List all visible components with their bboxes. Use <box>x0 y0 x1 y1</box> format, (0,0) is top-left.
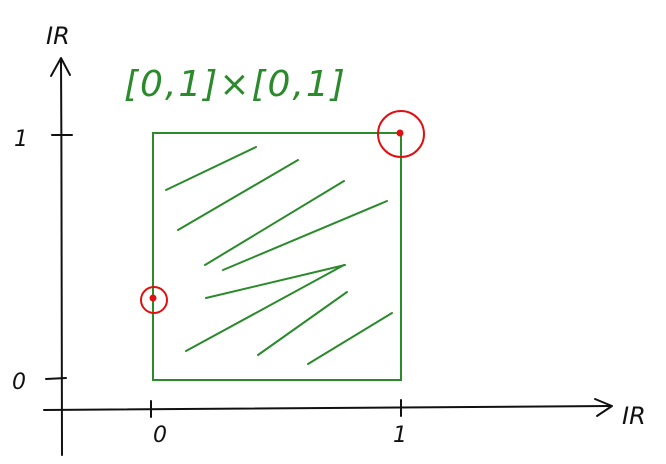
y-axis-label: IR <box>46 22 70 50</box>
y-axis-arrowhead <box>50 57 71 77</box>
hatch-line <box>307 312 393 365</box>
x-axis-arrowhead <box>594 398 613 417</box>
point-circle-1-1 <box>377 110 425 158</box>
hatch-line <box>205 264 346 299</box>
x-tick-label-1: 1 <box>393 423 407 448</box>
y-tick-label-1: 1 <box>14 127 28 152</box>
x-axis-label: IR <box>622 402 646 430</box>
unit-square-outline <box>152 132 402 381</box>
hatch-line <box>185 264 345 352</box>
hatch-line <box>165 146 257 191</box>
hatch-line <box>257 291 348 356</box>
hatching <box>165 146 393 365</box>
hatch-line <box>204 180 345 266</box>
x-tick-label-0: 0 <box>153 423 167 448</box>
set-label: [0,1]×[0,1] <box>124 64 347 105</box>
point-marker-1-1 <box>396 129 404 137</box>
y-tick-0 <box>45 377 67 380</box>
point-circle-0-y <box>140 286 168 314</box>
hatch-line <box>177 159 299 231</box>
highlighted-points <box>140 110 425 314</box>
hatch-line <box>222 200 388 271</box>
y-tick-label-0: 0 <box>12 370 26 395</box>
axes <box>43 57 613 456</box>
unit-square-region <box>152 132 402 381</box>
point-marker-0-y <box>149 294 157 302</box>
y-axis-line <box>60 59 63 456</box>
x-axis-line <box>43 405 611 411</box>
